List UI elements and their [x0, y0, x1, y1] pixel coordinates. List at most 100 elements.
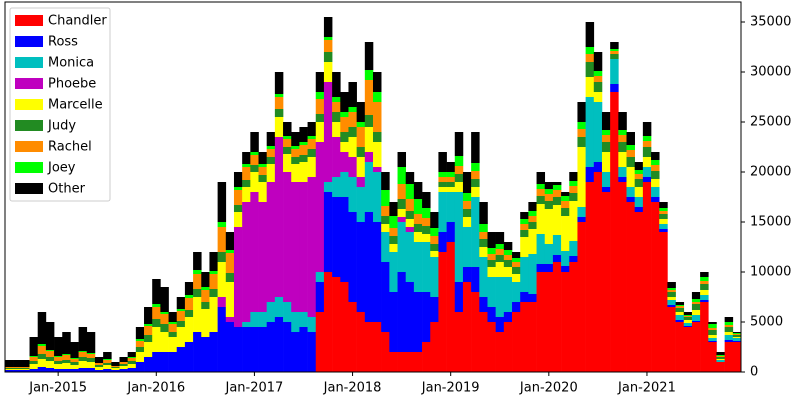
bar-segment [209, 271, 218, 274]
bars [5, 17, 742, 372]
bar-segment [266, 322, 276, 372]
bar-segment [495, 244, 505, 249]
bar-segment [233, 327, 243, 372]
bar-segment [37, 312, 47, 344]
bar-segment [454, 156, 464, 166]
bar-segment [160, 312, 169, 314]
bar-segment [70, 342, 79, 358]
bar-segment [700, 300, 709, 302]
bar-segment [29, 369, 39, 372]
bar-segment [716, 356, 725, 357]
bar-segment [373, 167, 382, 172]
bar-segment [193, 274, 202, 289]
bar-segment [103, 360, 112, 363]
bar-segment [86, 358, 96, 362]
bar-segment [315, 114, 325, 122]
bar-segment [577, 129, 586, 137]
bar-segment [78, 327, 88, 351]
bar-segment [364, 152, 374, 162]
bar-segment [479, 224, 488, 232]
bar-segment [364, 212, 374, 322]
bar-segment [184, 342, 194, 372]
bar-segment [675, 315, 685, 320]
bar-segment [724, 340, 734, 342]
bar-segment [642, 141, 652, 147]
bar-segment [225, 273, 235, 282]
bar-segment [462, 209, 472, 217]
bar-segment [348, 82, 357, 107]
bar-segment [373, 72, 382, 92]
bar-segment [724, 342, 734, 372]
bar-segment [29, 364, 39, 369]
bar-segment [601, 135, 611, 142]
legend-label: Other [48, 182, 86, 197]
bar-segment [552, 190, 562, 197]
bar-segment [283, 172, 292, 302]
bar-segment [544, 182, 554, 189]
bar-segment [659, 229, 668, 232]
legend: Chandler Ross Monica Phoebe Marcelle Judy Rach… [9, 7, 111, 202]
bar-segment [29, 356, 39, 357]
bar-segment [675, 320, 685, 322]
y-tick-label: 25000 [750, 115, 791, 130]
bar-segment [307, 122, 317, 136]
x-tick-label: Jan-2016 [126, 381, 185, 396]
bar-segment [552, 182, 562, 185]
bar-segment [258, 164, 267, 167]
bar-segment [405, 184, 415, 199]
bar-segment [691, 292, 701, 299]
bar-segment [724, 327, 734, 332]
bar-segment [225, 250, 235, 253]
bar-segment [364, 127, 374, 152]
bar-segment [479, 247, 488, 257]
bar-segment [127, 361, 137, 364]
bar-segment [291, 312, 300, 332]
bar-segment [683, 312, 693, 315]
bar-segment [184, 282, 194, 295]
legend-swatch [15, 141, 43, 152]
bar-segment [291, 332, 300, 372]
bar-segment [536, 189, 546, 196]
bar-segment [37, 359, 47, 367]
bar-segment [528, 229, 537, 254]
bar-segment [348, 177, 357, 212]
bar-segment [135, 347, 145, 352]
bar-segment [274, 137, 284, 297]
bar-segment [438, 177, 447, 182]
bar-segment [512, 258, 521, 262]
bar-segment [512, 262, 521, 267]
bar-segment [667, 292, 676, 297]
bar-segment [413, 224, 423, 232]
bar-segment [520, 224, 529, 230]
bar-segment [471, 171, 480, 179]
bar-segment [683, 326, 693, 327]
bar-segment [610, 54, 619, 59]
bar-segment [299, 155, 308, 162]
bar-segment [413, 199, 423, 214]
bar-segment [610, 92, 619, 372]
bar-segment [544, 201, 554, 209]
bar-segment [716, 352, 725, 355]
bar-segment [176, 309, 186, 311]
bar-segment [127, 358, 137, 361]
bar-segment [160, 352, 169, 372]
bar-segment [651, 160, 660, 165]
bar-segment [659, 224, 668, 229]
bar-segment [274, 109, 284, 117]
bar-segment [201, 272, 210, 287]
bar-segment [291, 132, 300, 146]
bar-segment [512, 282, 521, 302]
bar-segment [381, 262, 390, 332]
bar-segment [389, 292, 398, 352]
bar-segment [675, 306, 685, 308]
bar-segment [593, 102, 603, 162]
bar-segment [626, 197, 635, 202]
x-tick-label: Jan-2018 [323, 381, 382, 396]
bar-segment [642, 136, 652, 141]
bar-segment [70, 369, 79, 372]
bar-segment [168, 312, 178, 322]
bar-segment [552, 235, 562, 255]
bar-segment [716, 357, 725, 359]
bar-segment [193, 289, 202, 297]
